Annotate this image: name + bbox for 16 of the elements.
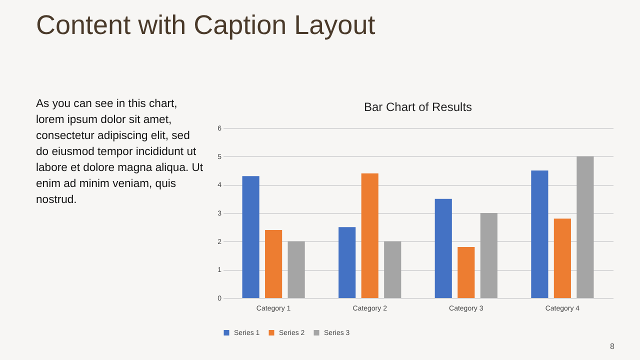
bar <box>458 247 475 298</box>
bar <box>434 198 452 298</box>
bar <box>338 227 356 298</box>
bar <box>242 176 260 298</box>
bar <box>288 241 305 298</box>
bar <box>576 156 594 298</box>
chart-title: Bar Chart of Results <box>364 100 472 114</box>
text: Content with Caption Layout <box>36 10 376 41</box>
text: 8 <box>610 342 614 351</box>
bar <box>554 218 571 298</box>
bar <box>531 170 548 298</box>
bar <box>480 213 498 298</box>
bar <box>384 241 402 298</box>
bar <box>361 173 378 298</box>
text: As you can see in this chart, lorem ipsum dolor sit amet, consectetur adipiscing elit, sed do eiusmod tempor incididunt ut labore et dolore magna aliqua. Ut enim ad minim veniam, quis nostrud. <box>36 97 204 208</box>
bar <box>265 230 282 298</box>
